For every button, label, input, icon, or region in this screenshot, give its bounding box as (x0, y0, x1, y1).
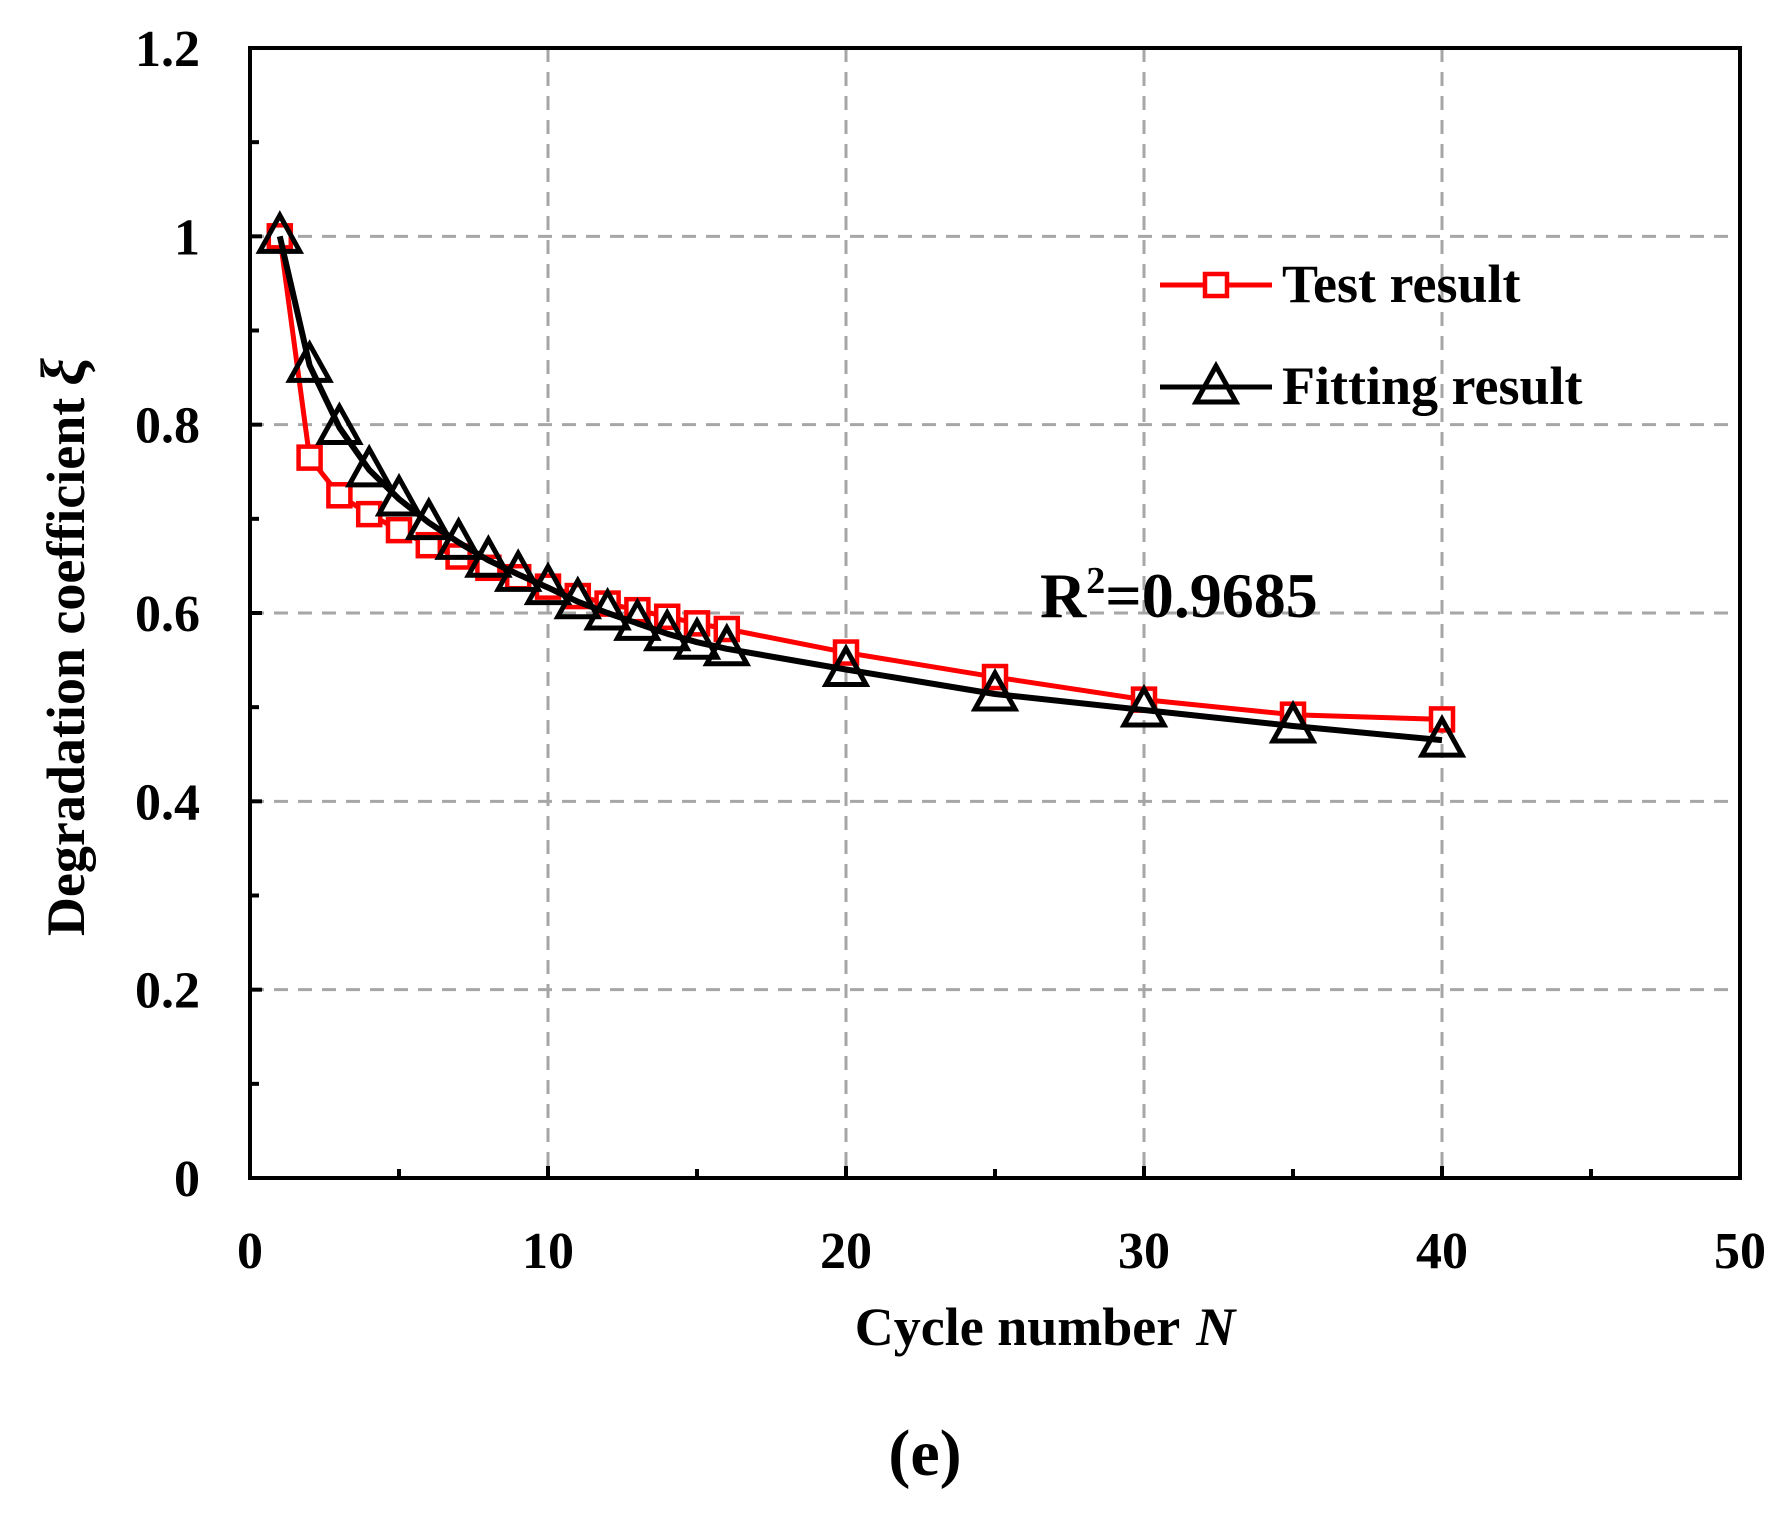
y-tick-label: 0.4 (135, 774, 200, 831)
y-axis-variable: ξ (30, 358, 98, 386)
x-axis-variable: N (1195, 1297, 1237, 1357)
r-squared-annotation: R2=0.9685 (1040, 560, 1318, 631)
y-tick-label: 0.8 (135, 398, 200, 455)
y-axis-label: Degradation coefficientξ (30, 358, 98, 936)
test-result-series (266, 223, 1456, 733)
legend-label: Test result (1282, 254, 1521, 314)
fitting-result-point (642, 607, 692, 652)
x-tick-label: 0 (237, 1223, 263, 1280)
fitting-result-point (1119, 683, 1169, 728)
x-axis-label: Cycle number N (855, 1297, 1237, 1357)
fitting-result-point (1268, 699, 1318, 744)
y-tick-label: 0.2 (135, 963, 200, 1020)
fitting-result-point (821, 643, 871, 687)
fitting-result-point (970, 667, 1020, 712)
fitting-result-point (404, 496, 454, 541)
y-tick-label: 1.2 (135, 21, 200, 78)
r-squared-superscript: 2 (1086, 560, 1105, 602)
fitting-result-point (344, 443, 394, 488)
legend-square-marker (1202, 271, 1230, 299)
x-tick-label: 30 (1118, 1223, 1170, 1280)
fitting-result-point (255, 210, 305, 254)
x-tick-label: 50 (1714, 1223, 1766, 1280)
fitting-result-point (702, 622, 752, 667)
test-result-line (277, 235, 1443, 722)
legend-item: Fitting result (1160, 356, 1582, 416)
fitting-result-point (464, 534, 513, 578)
test-result-point (326, 482, 353, 509)
fitting-result-point (1417, 713, 1467, 758)
grid-lines (250, 48, 1740, 1178)
fitting-result-point (315, 401, 364, 445)
fitting-result-point (583, 586, 632, 631)
y-tick-label: 0.6 (135, 586, 200, 643)
legend: Test result Fitting result (1160, 254, 1582, 416)
axis-ticks (248, 46, 1742, 1180)
r-squared-base: R (1040, 560, 1087, 631)
legend-item: Test result (1160, 254, 1521, 314)
fitting-result-point (613, 597, 662, 641)
x-tick-label: 20 (820, 1223, 872, 1280)
test-result-point (385, 516, 413, 544)
fitting-result-point (672, 616, 722, 660)
fitting-result-point (434, 516, 483, 560)
fitting-result-point (285, 339, 334, 383)
fitting-result-point (493, 548, 543, 592)
figure-caption: (e) (888, 1417, 961, 1490)
fitting-result-point (523, 561, 573, 606)
fitting-result-line (276, 235, 1443, 744)
legend-label: Fitting result (1282, 356, 1582, 416)
x-tick-label: 40 (1416, 1223, 1468, 1280)
legend-triangle-marker (1191, 360, 1241, 405)
tick-labels: 0 10 20 30 40 50 0 0.2 0.4 0.6 0.8 1 1.2 (135, 21, 1766, 1280)
fitting-result-point (374, 472, 424, 517)
x-tick-label: 10 (522, 1223, 574, 1280)
test-result-point (296, 444, 323, 471)
fitting-result-series (255, 210, 1467, 758)
y-tick-label: 0 (174, 1151, 200, 1208)
y-tick-label: 1 (174, 209, 200, 266)
fitting-result-point (553, 575, 603, 620)
r-squared-value: =0.9685 (1105, 560, 1317, 631)
series-layer (255, 210, 1467, 758)
